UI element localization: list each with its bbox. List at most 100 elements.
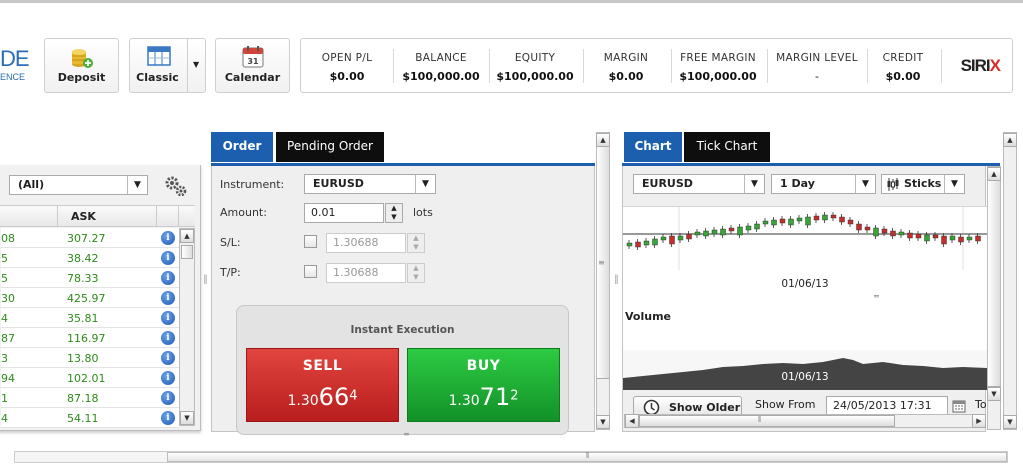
table-row[interactable]: 87 116.97 i (1, 328, 179, 348)
scroll-down-arrow-icon[interactable]: ▼ (1003, 415, 1017, 429)
scroll-up-arrow-icon[interactable]: ▲ (987, 167, 1001, 181)
amount-input[interactable]: 0.01 (304, 203, 384, 223)
calendar-label: Calendar (224, 71, 281, 84)
price-chart-area[interactable] (623, 206, 987, 271)
settings-gears-icon[interactable] (163, 174, 189, 198)
resize-handle[interactable]: ║ (203, 275, 208, 284)
calendar-button[interactable]: 31 Calendar (215, 38, 290, 93)
grip-icon[interactable]: ≡ (598, 258, 605, 267)
resize-handle[interactable]: ║ (614, 275, 619, 284)
table-row[interactable]: 3 13.80 i (1, 348, 179, 368)
info-icon[interactable]: i (161, 331, 175, 345)
tp-checkbox[interactable] (304, 265, 317, 278)
divider (767, 49, 768, 83)
scroll-left-arrow-icon[interactable]: ◀ (625, 414, 639, 428)
classic-label: Classic (136, 71, 179, 84)
tp-input[interactable]: 1.30688 (326, 263, 406, 283)
info-icon[interactable]: i (161, 351, 175, 365)
table-row[interactable]: 4 54.11 i (1, 408, 179, 428)
balance-cell: BALANCE $100,000.00 (397, 39, 485, 92)
chart-instrument-select[interactable]: EURUSD ▼ (633, 174, 765, 194)
chart-divider-handle[interactable]: ═ (874, 292, 879, 301)
chart-panel-scrollbar[interactable]: ▲ ▼ (987, 166, 1001, 430)
tab-tick-chart[interactable]: Tick Chart (684, 132, 770, 162)
scroll-right-arrow-icon[interactable]: ▶ (972, 414, 986, 428)
quotes-scrollbar[interactable]: ▲ ▼ (179, 228, 195, 426)
candle-body (711, 229, 718, 235)
scroll-up-arrow-icon[interactable]: ▲ (596, 133, 610, 147)
deposit-button[interactable]: Deposit (44, 38, 119, 93)
table-row[interactable]: 08 307.27 i (1, 228, 179, 248)
candle-body (728, 227, 735, 232)
volume-chart-area[interactable]: 01/06/13 (623, 350, 987, 390)
instrument-select[interactable]: EURUSD ▼ (304, 174, 436, 194)
tab-chart[interactable]: Chart (624, 132, 682, 162)
ask-value: 87.18 (67, 392, 99, 405)
symbol-group-filter[interactable]: (All) ▼ (9, 175, 148, 195)
scroll-up-arrow-icon[interactable]: ▲ (1003, 133, 1017, 147)
step-down-icon[interactable]: ▼ (413, 273, 419, 281)
grip-icon: ⦀ (758, 415, 762, 424)
sl-checkbox[interactable] (304, 235, 317, 248)
candlestick-chart (623, 207, 987, 271)
ask-column-header[interactable]: ASK (71, 210, 96, 223)
free-margin-label: FREE MARGIN (680, 52, 756, 64)
sell-button[interactable]: SELL 1.30664 (246, 348, 399, 422)
table-row[interactable]: 5 38.42 i (1, 248, 179, 268)
step-up-icon[interactable]: ▲ (391, 204, 397, 212)
info-icon[interactable]: i (161, 371, 175, 385)
table-row[interactable]: 30 425.97 i (1, 288, 179, 308)
classic-layout-button[interactable]: Classic ▼ (129, 38, 206, 93)
info-icon[interactable]: i (161, 251, 175, 265)
scroll-thumb[interactable] (597, 147, 609, 379)
resize-handle[interactable]: ═ (404, 430, 409, 439)
classic-dropdown[interactable]: ▼ (187, 39, 205, 92)
buy-button[interactable]: BUY 1.30712 (407, 348, 560, 422)
equity-cell: EQUITY $100,000.00 (491, 39, 579, 92)
ask-value: 78.33 (67, 272, 99, 285)
table-row[interactable]: 4 35.81 i (1, 308, 179, 328)
sl-input[interactable]: 1.30688 (326, 233, 406, 253)
page-horizontal-scrollbar[interactable]: ⦀ (14, 451, 1008, 463)
candle-body (643, 240, 650, 246)
chart-horizontal-scrollbar[interactable]: ◀ ⦀ ▶ (624, 414, 986, 428)
price-time-axis: 01/06/13 ═ (623, 270, 987, 301)
scroll-down-arrow-icon[interactable]: ▼ (987, 387, 1001, 401)
step-down-icon[interactable]: ▼ (391, 213, 397, 221)
scroll-thumb[interactable]: ⦀ (639, 415, 895, 427)
scroll-thumb[interactable] (181, 245, 193, 259)
tp-stepper[interactable]: ▲ ▼ (407, 263, 425, 283)
scroll-thumb[interactable]: ⦀ (167, 451, 1007, 462)
calendar-picker-icon[interactable] (952, 399, 966, 413)
tab-pending-order[interactable]: Pending Order (276, 132, 384, 162)
info-icon[interactable]: i (161, 411, 175, 425)
info-icon[interactable]: i (161, 271, 175, 285)
info-icon[interactable]: i (161, 231, 175, 245)
window-scrollbar[interactable]: ▲ ▼ (1003, 132, 1017, 430)
table-row[interactable]: 94 102.01 i (1, 368, 179, 388)
table-row[interactable]: 1 87.18 i (1, 388, 179, 408)
timeframe-select[interactable]: 1 Day ▼ (771, 174, 876, 194)
amount-stepper[interactable]: ▲ ▼ (385, 203, 403, 223)
scroll-down-arrow-icon[interactable]: ▼ (596, 415, 610, 429)
step-up-icon[interactable]: ▲ (413, 234, 419, 242)
tab-order[interactable]: Order (211, 132, 273, 162)
candle-body (881, 228, 888, 234)
divider (583, 49, 584, 83)
chart-style-select[interactable]: Sticks ▼ (881, 174, 965, 194)
scroll-up-arrow-icon[interactable]: ▲ (180, 229, 194, 243)
quotes-panel: (All) ▼ ASK 08 307.27 i 5 38.42 i 5 78.33 i 30 425… (0, 165, 201, 431)
show-from-input[interactable]: 24/05/2013 17:31 (826, 396, 948, 416)
sl-stepper[interactable]: ▲ ▼ (407, 233, 425, 253)
scroll-down-arrow-icon[interactable]: ▼ (180, 411, 194, 425)
step-up-icon[interactable]: ▲ (413, 264, 419, 272)
info-icon[interactable]: i (161, 391, 175, 405)
volume-header-area: Volume (623, 300, 987, 350)
info-icon[interactable]: i (161, 311, 175, 325)
bid-value: 5 (1, 272, 8, 285)
info-icon[interactable]: i (161, 291, 175, 305)
scroll-thumb[interactable] (988, 181, 1000, 387)
order-panel-scrollbar[interactable]: ▲ ▼ (596, 132, 610, 430)
table-row[interactable]: 5 78.33 i (1, 268, 179, 288)
step-down-icon[interactable]: ▼ (413, 243, 419, 251)
